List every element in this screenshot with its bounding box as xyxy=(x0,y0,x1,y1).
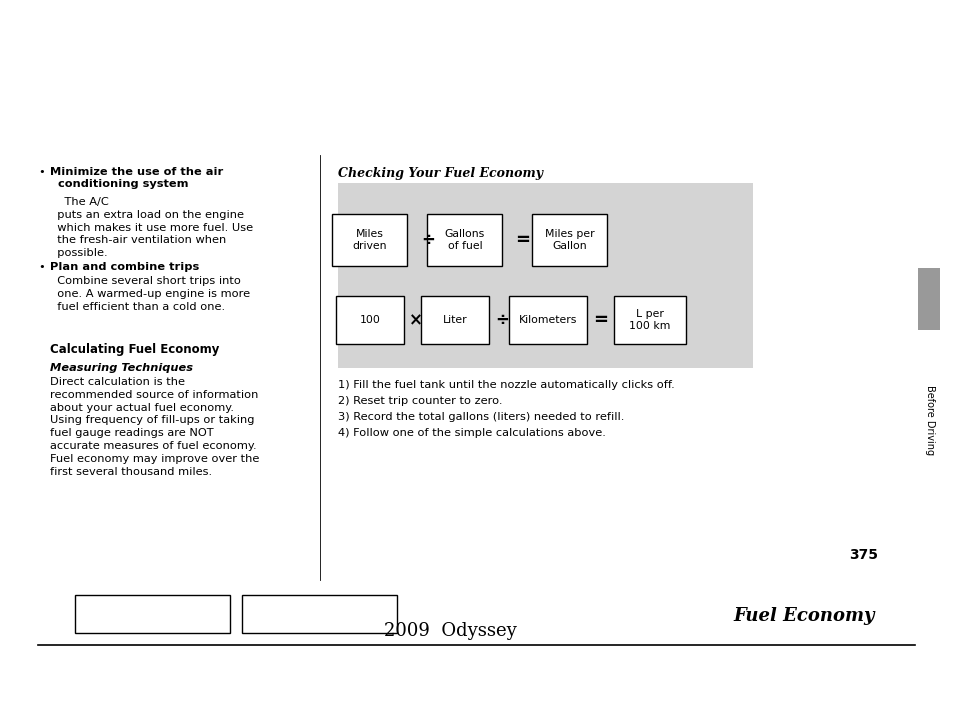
Text: Miles per
Gallon: Miles per Gallon xyxy=(544,229,594,251)
Text: Checking Your Fuel Economy: Checking Your Fuel Economy xyxy=(337,167,542,180)
Text: Kilometers: Kilometers xyxy=(518,315,577,325)
Text: Calculating Fuel Economy: Calculating Fuel Economy xyxy=(50,343,219,356)
Text: •: • xyxy=(38,262,45,272)
Bar xyxy=(335,296,403,344)
Bar xyxy=(242,595,396,633)
Text: 3) Record the total gallons (liters) needed to refill.: 3) Record the total gallons (liters) nee… xyxy=(337,412,623,422)
Text: Direct calculation is the
recommended source of information
about your actual fu: Direct calculation is the recommended so… xyxy=(50,377,259,476)
Bar xyxy=(509,296,586,344)
Text: Minimize the use of the air
  conditioning system: Minimize the use of the air conditioning… xyxy=(50,167,223,190)
Bar xyxy=(532,214,607,266)
Text: =: = xyxy=(515,231,530,249)
Text: Liter: Liter xyxy=(442,315,467,325)
Text: =: = xyxy=(593,311,608,329)
Text: L per
100 km: L per 100 km xyxy=(629,309,670,331)
Text: Measuring Techniques: Measuring Techniques xyxy=(50,363,193,373)
Text: ×: × xyxy=(409,311,422,329)
Text: ÷: ÷ xyxy=(420,231,435,249)
Bar xyxy=(337,183,752,368)
Text: 100: 100 xyxy=(359,315,380,325)
Text: 2) Reset trip counter to zero.: 2) Reset trip counter to zero. xyxy=(337,396,502,406)
Text: 4) Follow one of the simple calculations above.: 4) Follow one of the simple calculations… xyxy=(337,428,605,438)
Text: Before Driving: Before Driving xyxy=(924,385,934,455)
Text: 1) Fill the fuel tank until the nozzle automatically clicks off.: 1) Fill the fuel tank until the nozzle a… xyxy=(337,380,674,390)
Bar xyxy=(75,595,230,633)
Text: Plan and combine trips: Plan and combine trips xyxy=(50,262,199,272)
Bar xyxy=(427,214,502,266)
Text: 2009  Odyssey: 2009 Odyssey xyxy=(383,622,516,640)
Text: Miles
driven: Miles driven xyxy=(353,229,387,251)
Bar xyxy=(614,296,685,344)
Text: •: • xyxy=(38,167,45,177)
Text: Combine several short trips into
  one. A warmed-up engine is more
  fuel effici: Combine several short trips into one. A … xyxy=(50,276,250,312)
Bar xyxy=(420,296,489,344)
Bar xyxy=(917,268,939,330)
Bar xyxy=(333,214,407,266)
Text: Gallons
of fuel: Gallons of fuel xyxy=(444,229,485,251)
Text: Fuel Economy: Fuel Economy xyxy=(733,607,874,625)
Text: The A/C
  puts an extra load on the engine
  which makes it use more fuel. Use
 : The A/C puts an extra load on the engine… xyxy=(50,197,253,258)
Text: ÷: ÷ xyxy=(495,311,508,329)
Text: 375: 375 xyxy=(848,548,877,562)
